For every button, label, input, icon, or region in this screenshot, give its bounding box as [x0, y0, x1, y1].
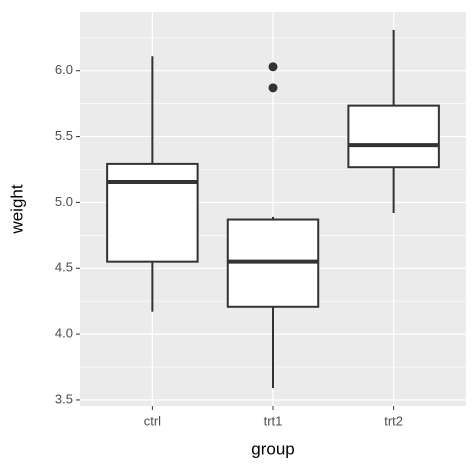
outlier: [268, 62, 278, 72]
y-tick-label: 4.5: [55, 260, 73, 275]
x-axis-title: group: [251, 439, 294, 458]
y-tick-label: 6.0: [55, 62, 73, 77]
box: [106, 162, 199, 263]
x-tick-label: trt1: [264, 413, 283, 428]
x-tick-label: ctrl: [144, 413, 161, 428]
y-tick-label: 5.5: [55, 128, 73, 143]
y-tick-label: 5.0: [55, 194, 73, 209]
x-tick-label: trt2: [384, 413, 403, 428]
outlier: [268, 83, 278, 93]
box: [347, 104, 440, 169]
y-axis-title: weight: [7, 184, 26, 234]
y-tick-label: 3.5: [55, 391, 73, 406]
y-tick-label: 4.0: [55, 326, 73, 341]
